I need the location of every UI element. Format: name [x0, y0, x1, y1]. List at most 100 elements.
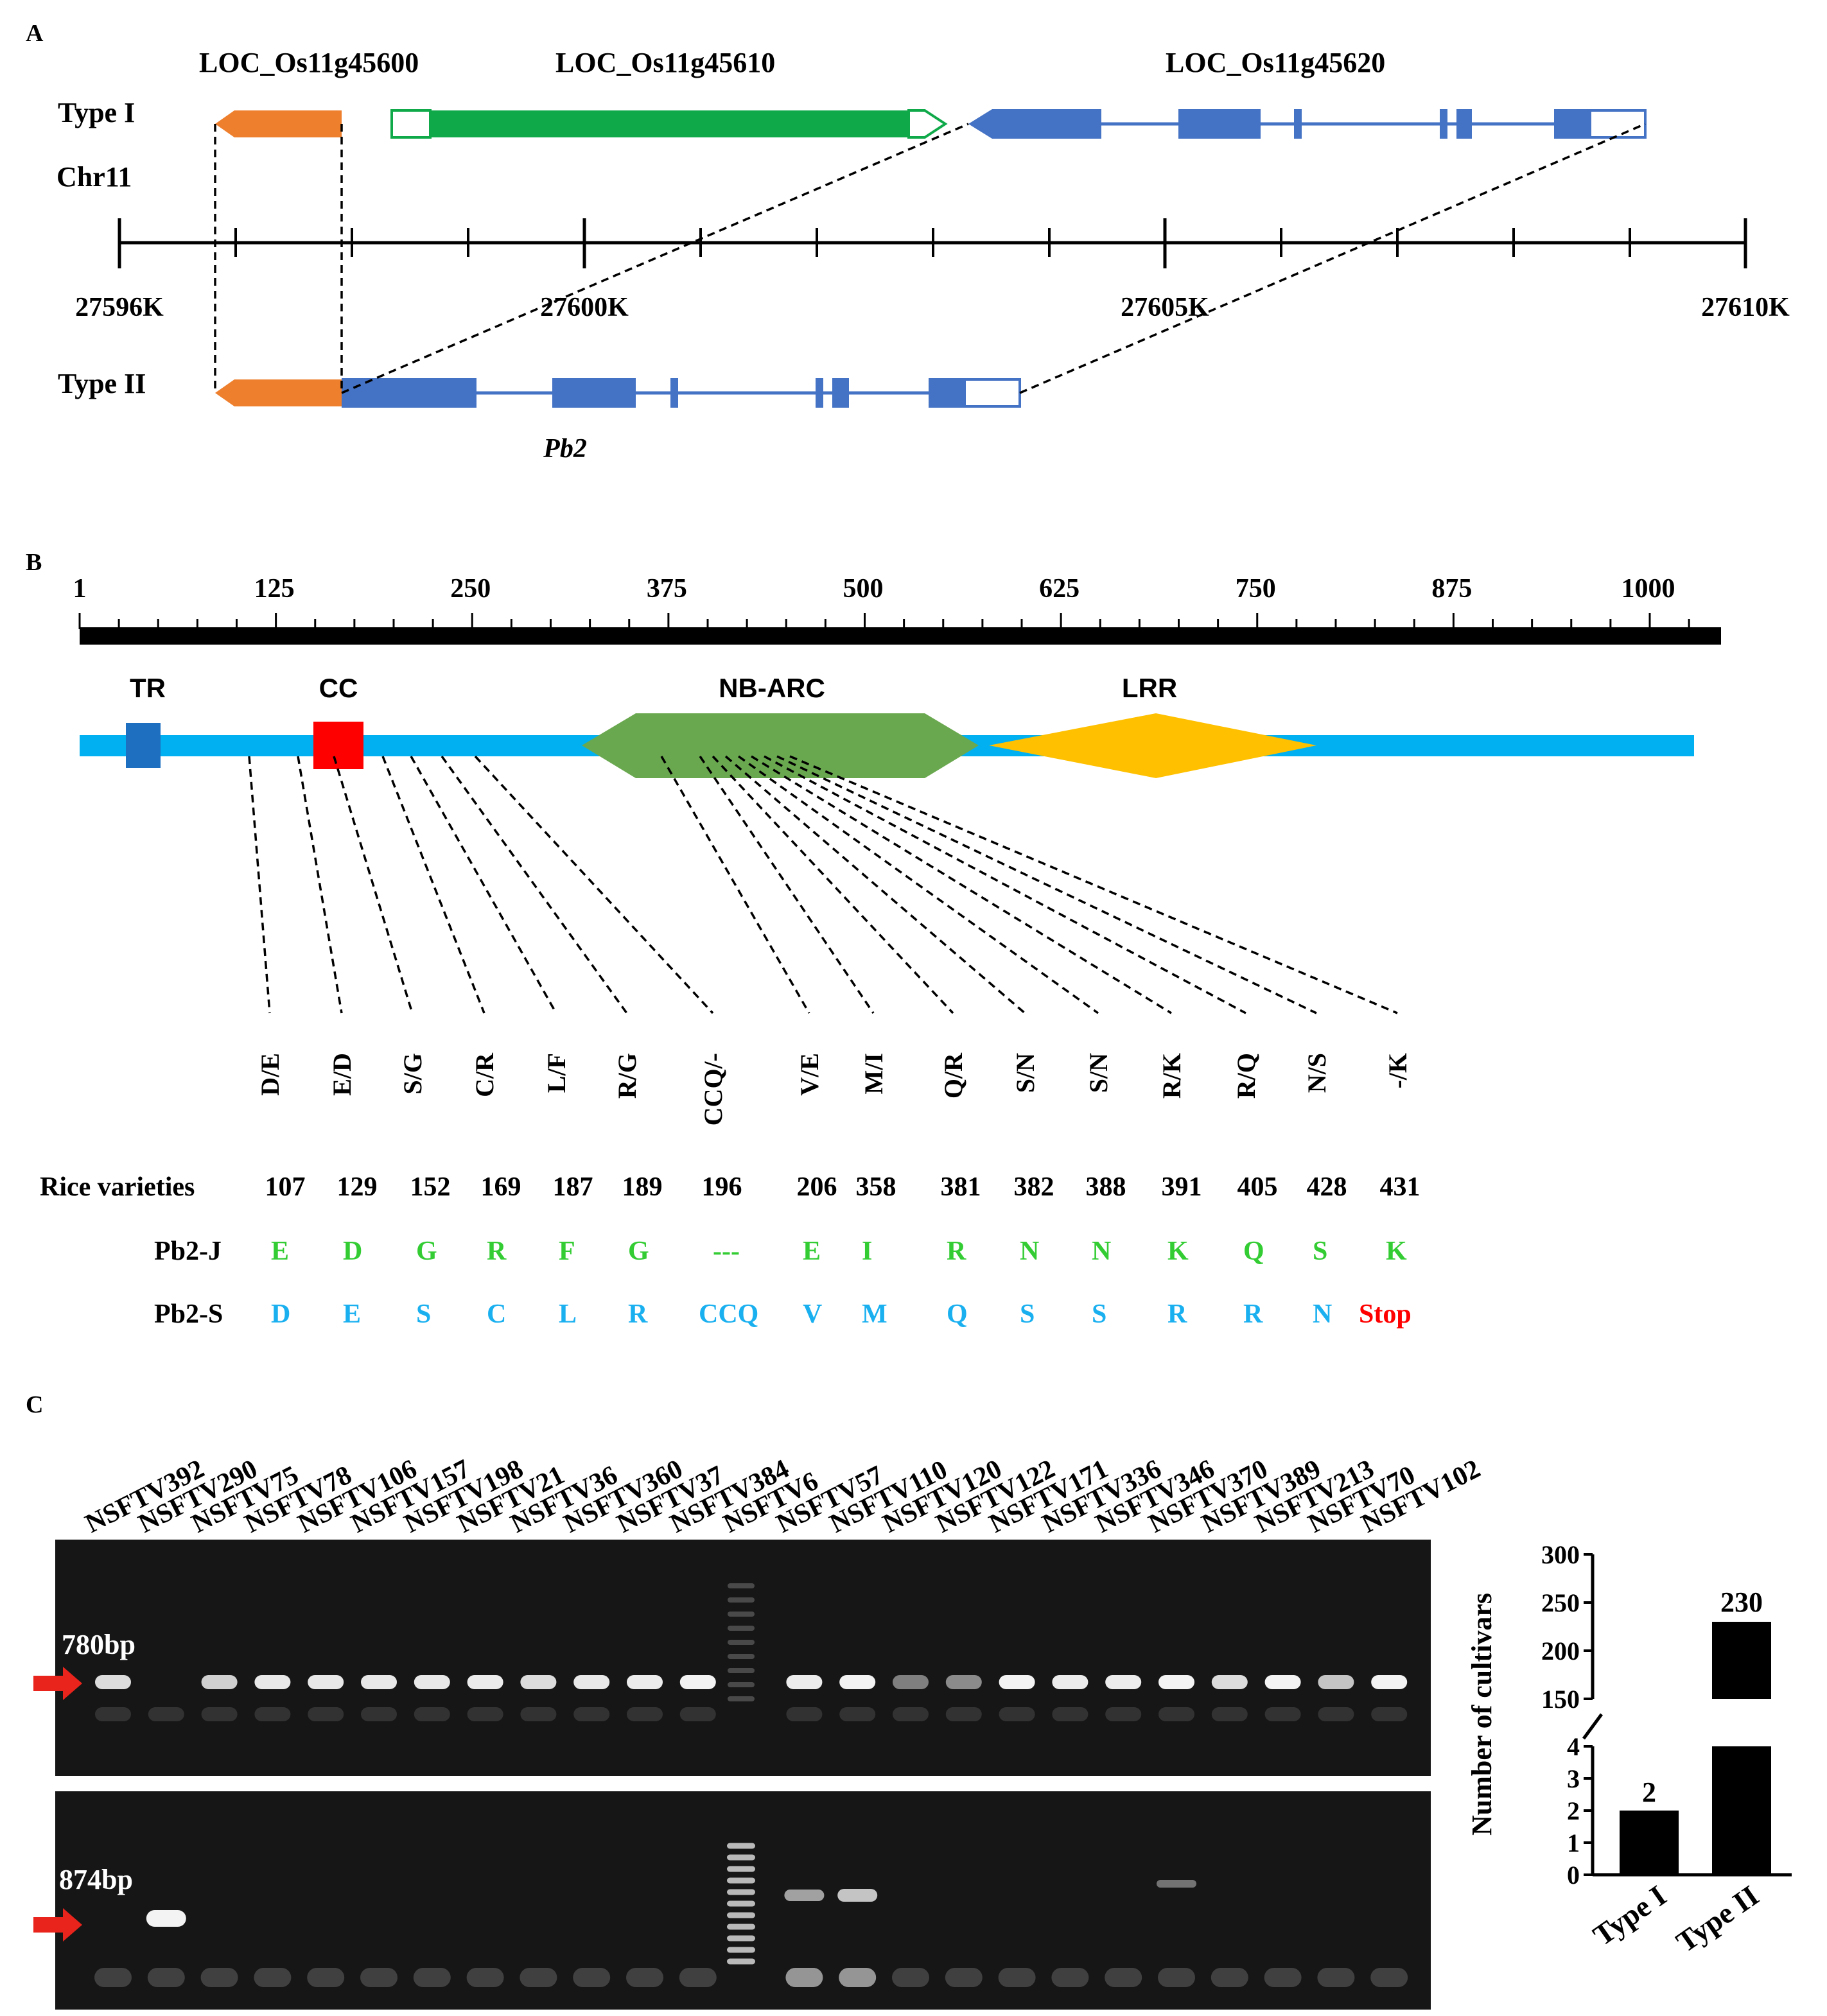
gel2-ladder-band [727, 1843, 755, 1849]
type1-loc45620-exon5 [1456, 109, 1472, 139]
mutation-connector [699, 756, 875, 1014]
gel2-band [1157, 1880, 1196, 1888]
gel2-primer-smear [94, 1968, 132, 1987]
pb2s-residue: L [559, 1299, 577, 1329]
pb2-utr3 [963, 378, 1021, 408]
type1-loc45620-exon4 [1440, 109, 1447, 139]
gel1-band-780bp [1371, 1675, 1408, 1689]
pb2j-residue: --- [713, 1237, 740, 1266]
gel2-ladder-band [727, 1924, 755, 1930]
bar-1-lower [1712, 1746, 1771, 1875]
gel1-primer-smear [1371, 1707, 1408, 1721]
pb2-exon4 [816, 378, 823, 408]
gel1-primer-smear [308, 1707, 344, 1721]
gel1-primer-smear [1211, 1707, 1248, 1721]
pb2s-residue: S [1020, 1299, 1035, 1329]
mutation-connector [724, 755, 1026, 1014]
axis-label: 27610K [1701, 293, 1790, 322]
x-category-label: Type II [1670, 1879, 1765, 1958]
gel2-band [837, 1889, 878, 1902]
mutation-connectors [248, 755, 1398, 1014]
substitution-label: N/S [1302, 1053, 1331, 1093]
gel2-primer-smear [1370, 1968, 1408, 1987]
pb2s-label: Pb2-S [154, 1299, 223, 1329]
protein-ruler-bar [80, 627, 1721, 645]
chromosome-label: Chr11 [57, 161, 132, 193]
mutation-connector [441, 755, 628, 1014]
gel2-ladder-band [727, 1935, 755, 1942]
pb2j-residue: N [1020, 1237, 1039, 1266]
axis-label: 27596K [75, 293, 164, 322]
ruler-label: 375 [647, 574, 687, 604]
gel2-primer-smear [1105, 1968, 1142, 1987]
bar-data-label: 2 [1642, 1777, 1656, 1808]
y-tick-label: 0 [1567, 1861, 1580, 1890]
gel2-marker-label: 874bp [59, 1864, 133, 1895]
gel1-band-780bp [361, 1675, 397, 1689]
mutation-connector [776, 755, 1317, 1014]
gel1-primer-smear [786, 1707, 823, 1721]
gel1-primer-smear [1105, 1707, 1142, 1721]
gel1-primer-smear [95, 1707, 131, 1721]
gel1-primer-smear [945, 1707, 982, 1721]
gel1-band-780bp [893, 1675, 929, 1689]
gel2-primer-smear [307, 1968, 345, 1987]
axis-break-mark [1582, 1713, 1604, 1740]
y-tick-label: 4 [1567, 1732, 1580, 1761]
substitution-label: R/Q [1232, 1053, 1261, 1099]
mutation-connector [410, 756, 557, 1014]
ruler-label: 125 [254, 574, 295, 604]
panel-c-label: C [26, 1391, 43, 1418]
mutation-connector [764, 755, 1246, 1014]
position-value: 152 [410, 1172, 451, 1202]
axis-label: 27600K [540, 293, 629, 322]
position-value: 187 [553, 1172, 593, 1202]
pb2-gene-label: Pb2 [543, 434, 587, 464]
gel-874bp [55, 1791, 1431, 2010]
gel1-primer-smear [414, 1707, 450, 1721]
position-value: 391 [1162, 1172, 1202, 1202]
mutation-connector [297, 756, 343, 1014]
gel1-ladder-band [728, 1597, 755, 1603]
panel-c: C NSFTV392NSFTV290NSFTV75NSFTV78NSFTV106… [26, 1391, 1792, 2010]
panel-a: A LOC_Os11g45600 LOC_Os11g45610 LOC_Os11… [26, 20, 1790, 464]
type1-loc45610-cds [430, 110, 909, 137]
pb2j-residue: I [862, 1237, 872, 1266]
pb2j-row: E D G R F G --- E I R N N K Q S K [271, 1237, 1407, 1266]
domain-label-lrr: LRR [1122, 673, 1177, 703]
substitution-label: S/N [1011, 1053, 1040, 1093]
gel1-primer-smear [839, 1707, 876, 1721]
gel2-primer-smear [1051, 1968, 1089, 1987]
gel2-primer-smear [839, 1968, 877, 1987]
gel1-arrow [33, 1667, 82, 1700]
gel2-primer-smear [147, 1968, 185, 1987]
pb2j-label: Pb2-J [154, 1237, 222, 1266]
gel1-primer-smear [520, 1707, 557, 1721]
bar-data-label: 230 [1720, 1586, 1763, 1618]
gel2-ladder-band [727, 1912, 755, 1918]
gel1-ladder-band [728, 1654, 755, 1659]
type1-loc45620-exon6 [1554, 109, 1590, 139]
domain-label-tr: TR [130, 673, 166, 703]
gel2-primer-smear [413, 1968, 451, 1987]
nbarc-domain [582, 713, 979, 778]
gel1-band-780bp [1158, 1675, 1194, 1689]
pb2s-residue: N [1313, 1299, 1332, 1329]
gel2-primer-smear [1211, 1968, 1248, 1987]
gel1-primer-smear [1158, 1707, 1194, 1721]
pb2-exon1 [342, 378, 476, 408]
pb2j-residue: D [343, 1237, 362, 1266]
gel1-band-780bp [254, 1675, 291, 1689]
substitution-label: S/N [1084, 1053, 1113, 1093]
gel2-primer-smear [626, 1968, 663, 1987]
type1-loc45610-utr3 [907, 109, 948, 139]
type1-loc45620-exon1 [968, 109, 1101, 139]
gel2-primer-smear [998, 1968, 1036, 1987]
lane-labels: NSFTV392NSFTV290NSFTV75NSFTV78NSFTV106NS… [81, 1454, 1485, 1539]
ruler-label: 250 [450, 574, 491, 604]
gel1-band-780bp [520, 1675, 557, 1689]
gel1-primer-smear [627, 1707, 663, 1721]
gel1-band-780bp [786, 1675, 823, 1689]
mutation-connector [737, 755, 1099, 1014]
gel2-lanes [94, 1843, 1408, 1987]
